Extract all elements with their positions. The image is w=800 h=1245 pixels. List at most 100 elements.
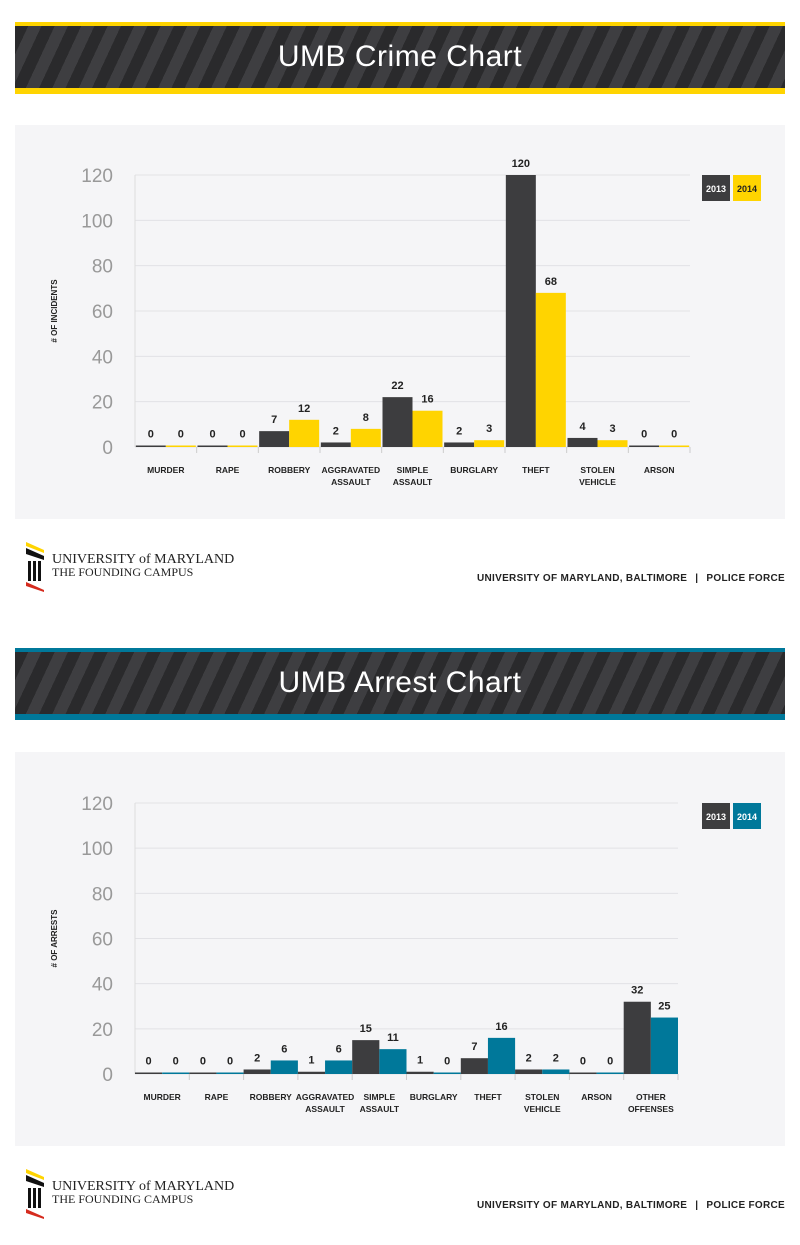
bar-2013 [197,445,228,447]
unit-name: POLICE FORCE [706,1200,785,1211]
y-axis-title: # OF INCIDENTS [50,279,59,343]
data-label: 68 [545,276,557,288]
bar-2014 [659,445,690,447]
arrest-chart-panel [15,752,785,1146]
unit-name: POLICE FORCE [706,573,785,584]
legend-label: 2014 [737,812,757,822]
x-tick-label: MURDER [147,465,184,475]
logo-line2: THE FOUNDING CAMPUS [52,1192,194,1206]
data-label: 0 [227,1056,233,1068]
data-label: 1 [417,1055,423,1067]
bar-2013 [515,1069,543,1074]
y-tick-label: 60 [92,930,113,951]
data-label: 7 [471,1041,477,1053]
y-tick-label: 0 [102,438,113,459]
bar-2013 [444,442,475,447]
x-tick-label: THEFT [474,1092,502,1102]
footer-org: UNIVERSITY OF MARYLAND, BALTIMORE | POLICE… [477,573,785,584]
legend-label: 2013 [706,184,726,194]
logo-line2: THE FOUNDING CAMPUS [52,565,194,579]
data-label: 6 [281,1043,287,1055]
crime-chart-header: UMB Crime Chart [15,22,785,94]
x-tick-label: ROBBERY [268,465,311,475]
data-label: 8 [363,412,369,424]
data-label: 22 [391,380,403,392]
data-label: 0 [444,1056,450,1068]
logo-line1: UNIVERSITY of MARYLAND [52,552,235,567]
x-tick-label: SIMPLE ASSAULT [393,465,433,487]
bar-2013 [135,1072,163,1074]
bar-2013 [382,397,413,447]
separator: | [695,1200,699,1211]
footer: UNIVERSITY of MARYLAND THE FOUNDING CAMPU… [0,540,800,600]
chart-title: UMB Arrest Chart [278,666,522,699]
data-label: 16 [495,1021,507,1033]
data-label: 2 [333,425,339,437]
data-label: 7 [271,414,277,426]
bar-2014 [270,1060,298,1074]
data-label: 12 [298,403,310,415]
bar-2013 [567,437,598,447]
bar-2013 [243,1069,271,1074]
x-tick-label: BURGLARY [410,1092,458,1102]
bar-2014 [535,292,566,447]
data-label: 2 [456,425,462,437]
bar-2014 [596,1072,624,1074]
x-tick-label: OTHER OFFENSES [628,1092,674,1114]
bar-2013 [623,1001,651,1074]
bar-2013 [569,1072,597,1074]
data-label: 11 [387,1032,399,1044]
x-tick-label: SIMPLE ASSAULT [360,1092,400,1114]
data-label: 0 [607,1056,613,1068]
data-label: 25 [658,1001,670,1013]
data-label: 2 [526,1052,532,1064]
bar-2013 [320,442,351,447]
y-tick-label: 20 [92,393,113,414]
data-label: 2 [254,1052,260,1064]
bar-2014 [325,1060,353,1074]
umd-logo: UNIVERSITY of MARYLAND THE FOUNDING CAMPU… [24,540,234,592]
y-tick-label: 80 [92,257,113,278]
x-tick-label: STOLEN VEHICLE [579,465,616,487]
x-tick-label: ROBBERY [250,1092,293,1102]
data-label: 120 [512,158,530,170]
bar-2013 [259,431,290,447]
logo-line1: UNIVERSITY of MARYLAND [52,1179,235,1194]
legend-label: 2014 [737,184,757,194]
data-label: 2 [553,1052,559,1064]
y-tick-label: 40 [92,975,113,996]
legend-label: 2013 [706,812,726,822]
bar-2013 [505,175,536,447]
data-label: 0 [178,429,184,441]
data-label: 0 [641,429,647,441]
chart-title: UMB Crime Chart [277,40,523,73]
y-tick-label: 20 [92,1020,113,1041]
data-label: 0 [146,1056,152,1068]
y-tick-label: 0 [102,1065,113,1086]
bar-2014 [216,1072,244,1074]
bar-2013 [189,1072,217,1074]
bar-2014 [487,1037,516,1074]
bar-2014 [227,445,258,447]
data-label: 32 [631,985,643,997]
data-label: 3 [609,423,615,435]
bar-2014 [542,1069,570,1074]
data-label: 0 [173,1056,179,1068]
umd-logo: UNIVERSITY of MARYLAND THE FOUNDING CAMPU… [24,1167,234,1219]
data-label: 0 [671,429,677,441]
bar-2014 [350,428,381,447]
bar-2014 [597,440,628,447]
data-label: 6 [336,1043,342,1055]
crime-chart-panel [15,125,785,519]
legend-swatch-2013 [702,803,730,829]
bar-2014 [412,410,443,447]
y-tick-label: 60 [92,302,113,323]
x-tick-label: RAPE [216,465,240,475]
data-label: 4 [579,421,586,433]
legend-swatch-2014 [733,803,761,829]
bar-2014 [474,440,505,447]
x-tick-label: MURDER [143,1092,180,1102]
y-tick-label: 100 [81,839,113,860]
